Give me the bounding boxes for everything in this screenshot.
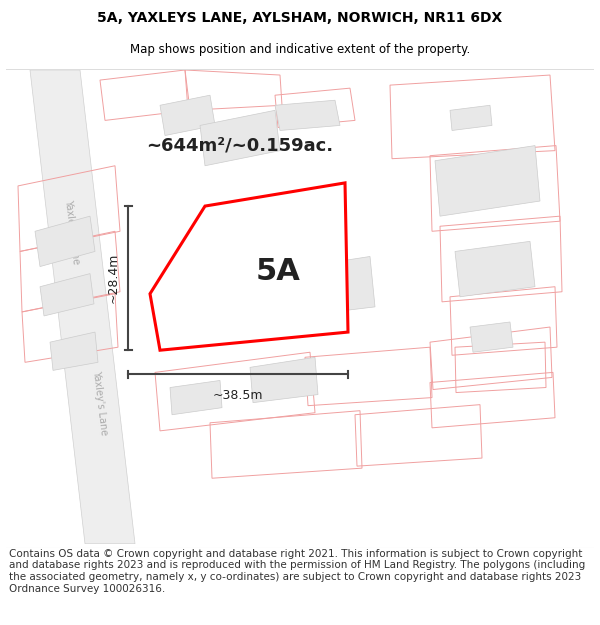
Polygon shape: [435, 146, 540, 216]
Polygon shape: [170, 381, 222, 415]
Polygon shape: [250, 357, 318, 402]
Polygon shape: [450, 105, 492, 131]
Polygon shape: [40, 274, 94, 316]
Text: Yaxley's Lane: Yaxley's Lane: [63, 198, 81, 264]
Polygon shape: [455, 241, 535, 297]
Polygon shape: [150, 183, 348, 350]
Text: ~644m²/~0.159ac.: ~644m²/~0.159ac.: [146, 137, 334, 154]
Polygon shape: [50, 332, 98, 371]
Text: Contains OS data © Crown copyright and database right 2021. This information is : Contains OS data © Crown copyright and d…: [9, 549, 585, 594]
Text: 5A: 5A: [256, 257, 301, 286]
Polygon shape: [30, 70, 135, 544]
Text: 5A, YAXLEYS LANE, AYLSHAM, NORWICH, NR11 6DX: 5A, YAXLEYS LANE, AYLSHAM, NORWICH, NR11…: [97, 11, 503, 26]
Polygon shape: [200, 111, 280, 166]
Text: Yaxley's Lane: Yaxley's Lane: [91, 369, 109, 436]
Polygon shape: [470, 322, 513, 352]
Text: ~38.5m: ~38.5m: [213, 389, 263, 401]
Polygon shape: [35, 216, 95, 266]
Text: Map shows position and indicative extent of the property.: Map shows position and indicative extent…: [130, 42, 470, 56]
Text: ~28.4m: ~28.4m: [107, 253, 120, 303]
Polygon shape: [220, 221, 298, 300]
Polygon shape: [160, 95, 215, 136]
Polygon shape: [305, 256, 375, 315]
Polygon shape: [275, 100, 340, 131]
